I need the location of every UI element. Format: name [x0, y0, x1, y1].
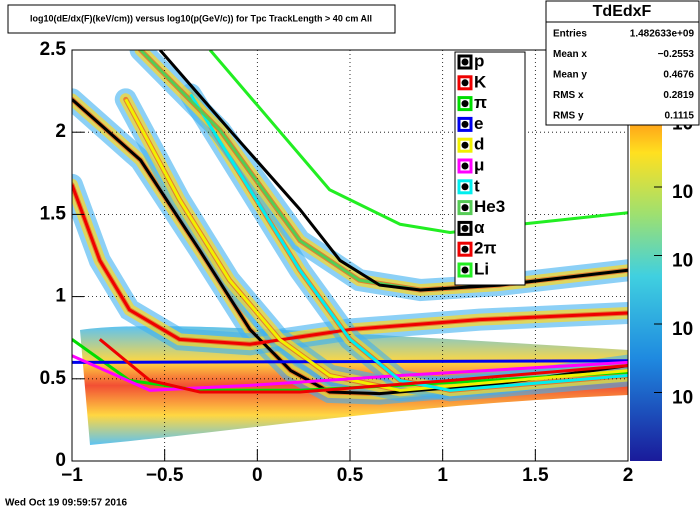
curve: [98, 338, 628, 394]
density: [72, 50, 628, 445]
legend-swatch: [457, 241, 473, 257]
legend-marker: [461, 183, 469, 191]
legend-swatch: [457, 116, 473, 132]
legend-marker: [461, 224, 469, 232]
stats-label: Mean x: [553, 49, 587, 60]
curve: [158, 50, 628, 292]
legend-label: 2π: [474, 239, 496, 258]
stats-value: 0.1115: [665, 111, 695, 122]
chart-title: log10(dE/dx(F)(keV/cm)) versus log10(p(G…: [30, 13, 372, 23]
legend-swatch: [457, 158, 473, 174]
y-tick-label: 1: [55, 286, 66, 307]
z-tick-label: 10: [672, 319, 693, 340]
x-tick-label: 2: [623, 465, 634, 486]
curves: [72, 50, 628, 396]
curve: [72, 184, 628, 346]
legend-label: K: [474, 72, 487, 91]
legend-swatch: [457, 220, 473, 236]
legend-swatch: [457, 179, 473, 195]
date: Wed Oct 19 09:59:57 2016: [5, 498, 128, 509]
x-tick-label: 0.5: [337, 465, 364, 486]
legend-marker: [461, 204, 469, 212]
x-tick-label: 1: [437, 465, 448, 486]
x-tick-label: −0.5: [146, 465, 184, 486]
stats-value: 0.2819: [663, 90, 694, 101]
legend-label: d: [474, 135, 484, 154]
legend-label: π: [474, 93, 487, 112]
x-tick-label: 1.5: [522, 465, 549, 486]
y-tick-label: 2.5: [40, 39, 67, 60]
legend-marker: [461, 58, 469, 66]
x-tick-label: −1: [61, 465, 83, 486]
legend-marker: [461, 120, 469, 128]
legend-label: e: [474, 114, 483, 133]
stats-title: TdEdxF: [593, 3, 652, 20]
stats-value: −0.2553: [658, 49, 695, 60]
legend-swatch: [457, 96, 473, 112]
legend-marker: [461, 245, 469, 253]
stats-label: RMS x: [553, 90, 584, 101]
legend-label: α: [474, 218, 485, 237]
z-tick-label: 10: [672, 251, 693, 272]
stats-label: Mean y: [553, 70, 587, 81]
legend-marker: [461, 141, 469, 149]
curve: [72, 354, 628, 392]
x-tick-label: 0: [252, 465, 263, 486]
legend-swatch: [457, 262, 473, 278]
y-tick-label: 0: [55, 450, 66, 471]
legend-swatch: [457, 54, 473, 70]
curve: [72, 98, 628, 396]
legend-marker: [461, 266, 469, 274]
legend-swatch: [457, 75, 473, 91]
legend-label: Li: [474, 259, 489, 278]
z-tick-label: 10: [672, 388, 693, 409]
stats-label: RMS y: [553, 111, 584, 122]
legend-label: He3: [474, 197, 505, 216]
legend-label: μ: [474, 155, 484, 174]
y-tick-label: 2: [55, 121, 66, 142]
legend-swatch: [457, 137, 473, 153]
legend-marker: [461, 162, 469, 170]
legend-marker: [461, 100, 469, 108]
curve: [189, 93, 628, 392]
legend-swatch: [457, 200, 473, 216]
title-box: [7, 4, 396, 34]
y-tick-label: 1.5: [40, 203, 67, 224]
z-tick-label: 10: [672, 182, 693, 203]
curve: [124, 98, 628, 392]
curve: [208, 50, 628, 234]
curve: [72, 338, 628, 392]
stats-label: Entries: [553, 29, 587, 40]
stats-rows: Entries 1.482633e+09 Mean x −0.2553 Mean y 0.…: [553, 29, 694, 122]
stats-value: 1.482633e+09: [630, 29, 695, 40]
stats-value: 0.4676: [663, 70, 694, 81]
y-tick-label: 0.5: [40, 368, 67, 389]
legend-label: p: [474, 51, 484, 70]
legend-marker: [461, 79, 469, 87]
curve: [72, 359, 628, 364]
legend-label: t: [474, 176, 480, 195]
